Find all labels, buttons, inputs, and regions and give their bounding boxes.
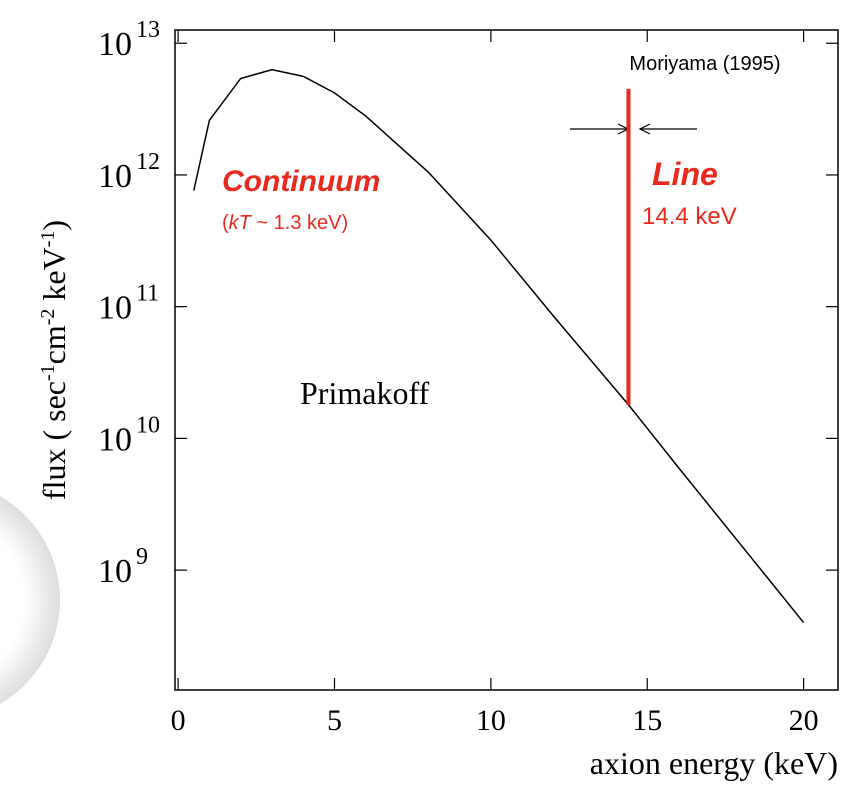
y-tick-label: 10 [98, 158, 132, 195]
x-tick-label: 15 [632, 704, 662, 737]
annotation: Primakoff [300, 375, 430, 411]
background-decoration [0, 496, 60, 704]
y-tick-label: 10 [98, 553, 132, 590]
y-axis-label-part: -2 [37, 309, 59, 326]
annotation: (kT ~ 1.3 keV) [222, 212, 348, 234]
y-tick-label: 10 [98, 421, 132, 458]
x-tick-label: 20 [789, 704, 819, 737]
y-tick-exponent: 13 [136, 17, 160, 43]
y-tick-exponent: 12 [136, 149, 160, 175]
annotation-part: ~ 1.3 keV) [251, 212, 348, 234]
y-axis-label-part: -1 [37, 364, 59, 381]
annotation: Moriyama (1995) [629, 53, 780, 75]
x-tick-label: 10 [476, 704, 506, 737]
x-tick-label: 5 [327, 704, 342, 737]
y-axis-label-part: cm [36, 325, 72, 364]
plot-frame [174, 29, 839, 691]
y-tick-exponent: 10 [136, 412, 160, 438]
x-tick-label: 0 [171, 704, 186, 737]
y-tick-label: 10 [98, 290, 132, 327]
width-arrows [570, 123, 697, 135]
annotation: 14.4 keV [642, 203, 737, 230]
y-axis-label-part: keV [36, 247, 72, 308]
y-axis-label-part: flux ( sec [36, 381, 72, 500]
annotation: Continuum [222, 165, 380, 198]
y-tick-exponent: 11 [136, 281, 159, 307]
curve [193, 68, 805, 624]
annotation-part: kT [229, 212, 253, 234]
y-tick-exponent: 9 [136, 544, 148, 570]
y-axis-label-part: ) [36, 220, 72, 231]
annotation: Line [652, 156, 718, 192]
y-axis-label-part: -1 [37, 231, 59, 248]
x-axis-label: axion energy (keV) [590, 745, 838, 781]
y-tick-label: 10 [98, 26, 132, 63]
annotation-part: ( [222, 212, 229, 234]
y-axis-label: flux ( sec-1cm-2 keV-1) [36, 220, 72, 500]
